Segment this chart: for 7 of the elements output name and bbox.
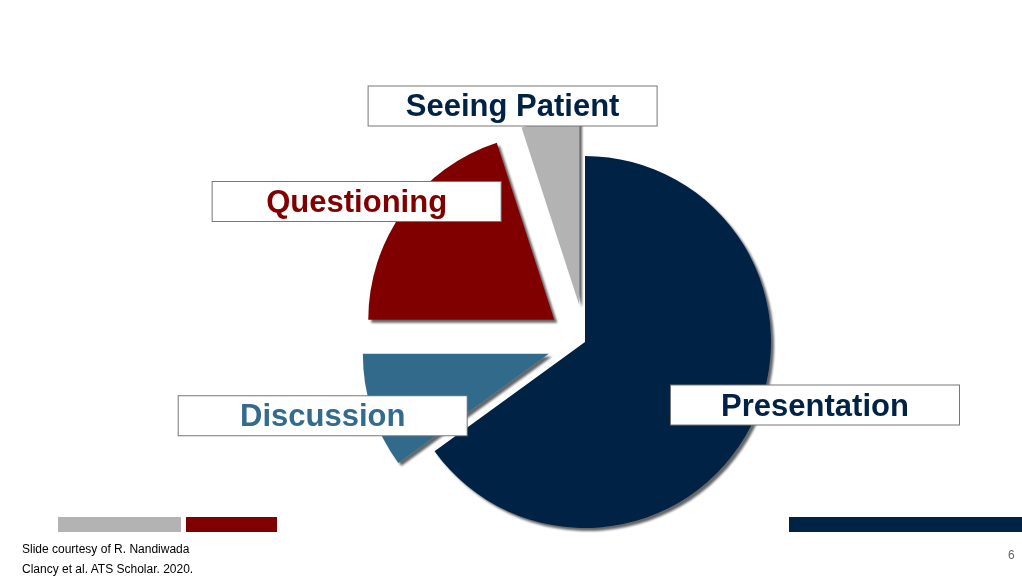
slice-label: Presentation bbox=[721, 387, 909, 423]
slice-label: Questioning bbox=[266, 184, 448, 220]
slice-label: Seeing Patient bbox=[405, 88, 620, 124]
text: Slide courtesy of R. Nandiwada bbox=[22, 542, 190, 556]
text: Clancy et al. ATS Scholar. 2020. bbox=[22, 562, 194, 576]
text: 6 bbox=[1008, 548, 1015, 562]
slice-label: Discussion bbox=[240, 398, 406, 434]
